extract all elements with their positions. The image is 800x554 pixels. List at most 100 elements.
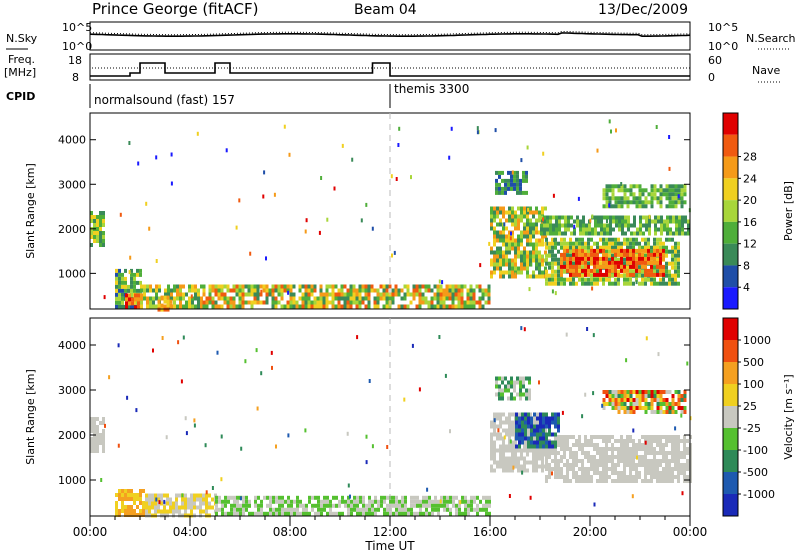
velocity-cell [511,468,514,473]
velocity-cell [665,410,669,414]
velocity-cell [199,509,202,514]
power-cell [554,273,557,278]
velocity-cell [127,497,130,501]
power-cell [654,223,657,228]
velocity-cell [650,402,654,406]
power-cell [517,238,520,243]
power-cell [632,264,635,269]
power-cell [626,268,629,273]
power-cell [677,196,681,201]
power-cell [560,264,563,269]
power-cell [526,218,529,223]
velocity-cell [626,439,629,443]
power-cell [469,296,473,301]
velocity-cell [656,459,659,463]
power-cell [641,277,644,282]
power-cell [529,218,532,223]
velocity-cell [511,456,514,461]
velocity-cell [515,420,518,425]
power-cell [182,304,185,309]
velocity-cell [605,467,608,471]
velocity-cell [605,459,608,463]
power-cell [508,218,511,223]
velocity-colorbar-swatch [723,494,738,516]
power-cell [680,196,684,201]
velocity-cell [519,392,522,397]
power-cell [551,257,554,262]
velocity-cell [496,432,499,437]
velocity-cell [121,493,124,497]
power-cell [617,272,620,277]
power-cell [118,272,121,277]
velocity-scatter-cell [529,495,532,500]
power-cell [555,231,558,236]
power-cell [200,304,203,309]
power-cell [674,273,677,278]
power-colorbar-tick-label: 28 [743,151,757,164]
power-cell [415,292,419,297]
power-cell [502,238,505,243]
velocity-cell [527,420,530,425]
velocity-cell [502,436,505,441]
velocity-cell [416,495,419,500]
power-cell [669,227,672,232]
power-cell [427,288,431,293]
power-cell [200,300,203,305]
velocity-cell [410,507,413,512]
power-cell [382,296,386,301]
power-scatter-cell [190,294,193,299]
power-cell [493,214,496,219]
velocity-cell [502,468,505,473]
power-scatter-cell [119,212,122,217]
velocity-cell [644,463,647,467]
power-cell [605,204,609,209]
power-cell [621,219,624,224]
velocity-cell [257,511,260,516]
power-cell [659,241,662,246]
velocity-cell [488,495,491,500]
power-cell [478,300,482,305]
power-cell [532,230,535,235]
velocity-cell [127,509,130,513]
velocity-cell [647,451,650,455]
power-cell [554,277,557,282]
power-cell [152,288,155,293]
power-cell [526,242,529,247]
velocity-cell [514,448,517,453]
velocity-cell [401,499,404,504]
power-cell [647,268,650,273]
power-cell [653,188,657,193]
power-cell [626,245,629,250]
velocity-cell [533,432,536,437]
velocity-cell [599,471,602,475]
velocity-cell [671,479,674,483]
power-cell [678,223,681,228]
power-cell [511,270,514,275]
velocity-cell [490,448,493,453]
power-cell [653,237,656,242]
velocity-cell [142,489,145,493]
velocity-cell [632,406,636,410]
velocity-cell [671,402,675,406]
power-cell [641,273,644,278]
velocity-cell [272,495,275,500]
velocity-scatter-cell [304,428,307,433]
power-cell [599,245,602,250]
velocity-cell [383,507,386,512]
velocity-cell [93,449,96,453]
power-cell [621,215,624,220]
velocity-cell [290,503,293,508]
power-cell [173,300,176,305]
velocity-cell [175,505,178,510]
velocity-cell [272,507,275,512]
velocity-cell [508,448,511,453]
power-cell [301,292,305,297]
velocity-cell [656,439,659,443]
velocity-cell [554,463,557,467]
velocity-cell [511,444,514,449]
power-cell [548,253,551,258]
power-cell [472,292,476,297]
velocity-cell [617,394,621,398]
power-cell [442,304,446,309]
